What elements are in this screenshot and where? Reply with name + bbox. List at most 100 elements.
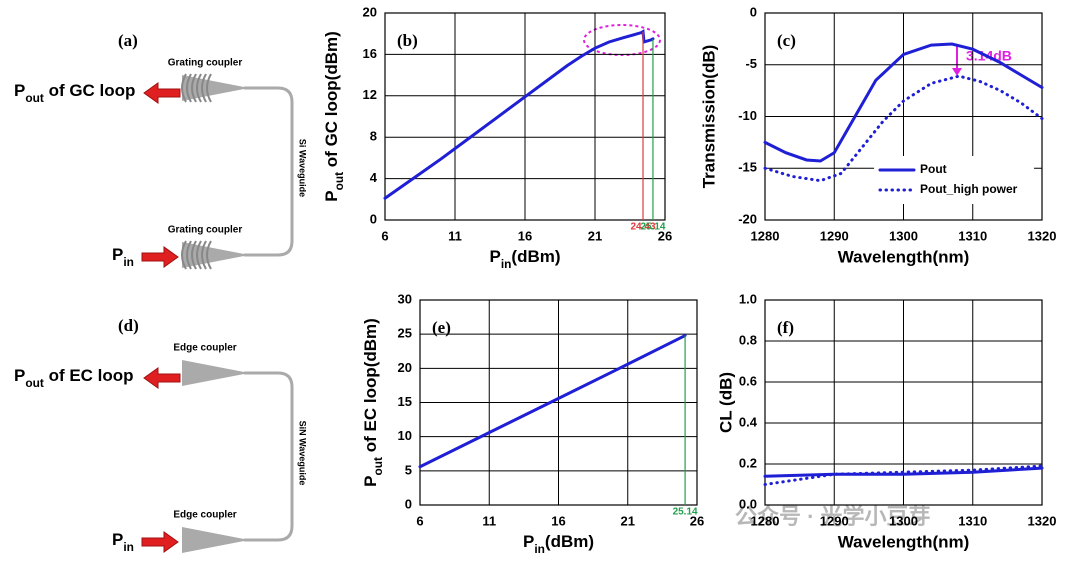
red-arrow [143,367,181,389]
output-label-part: out [25,91,44,105]
panel-label: (f) [777,318,794,337]
data-line [383,29,655,200]
y-tick-label: 4 [370,170,378,185]
marker-label: 25.14 [640,222,665,233]
x-tick-label: 6 [416,513,423,528]
y-tick-label: -15 [738,160,757,175]
y-tick-label: 0 [370,211,377,226]
output-label-part: P [14,81,25,100]
x-axis-label: Wavelength(nm) [838,247,970,266]
y-tick-label: 20 [398,360,412,375]
annotation-arrowhead [952,68,962,76]
x-axis-label-part: (dBm) [511,247,560,266]
input-label: Pin [112,245,134,269]
x-axis-label-part: in [501,257,512,271]
x-axis-label-part: in [534,542,545,556]
y-tick-label: 0.8 [739,332,757,347]
waveguide-label: SiN Waveguide [298,421,308,486]
y-tick-label: 0 [405,496,412,511]
y-axis-label-part: out [332,172,346,191]
x-tick-label: 1280 [751,513,780,528]
red-arrow [141,246,179,268]
y-axis-label: CL (dB) [716,372,735,433]
red-arrow [141,531,179,553]
x-axis-label-part: P [489,247,500,266]
y-tick-label: -5 [745,56,757,71]
y-tick-label: -20 [738,211,757,226]
coupler [182,527,244,553]
coupler [182,360,244,386]
waveguide-label: Si Waveguide [298,139,308,197]
x-tick-label: 21 [621,513,635,528]
y-axis-label-part: of EC loop(dBm) [361,318,380,457]
grating-arc [201,73,207,103]
grating-arc [201,240,207,270]
input-label-part: in [123,255,134,269]
legend-label: Pout [920,162,947,176]
x-tick-label: 6 [381,228,388,243]
y-tick-label: 0 [750,4,757,19]
marker-label: 25.14 [673,507,698,518]
x-tick-label: 21 [588,228,602,243]
grating-arc [206,73,212,103]
x-tick-label: 1290 [820,513,849,528]
input-label-part: in [123,540,134,554]
input-label-part: P [112,245,123,264]
coupler-label: Edge coupler [173,510,236,521]
y-tick-label: 0.4 [739,414,758,429]
y-tick-label: 0.2 [739,455,757,470]
red-arrow [143,82,181,104]
x-tick-label: 1280 [751,228,780,243]
x-tick-label: 1320 [1028,228,1057,243]
data-line [763,42,1044,163]
x-axis-label: Wavelength(nm) [838,532,970,551]
y-tick-label: 0.6 [739,373,757,388]
grating-arc [206,240,212,270]
y-tick-label: 12 [363,87,377,102]
grating-arc [196,240,202,270]
plot-frame [384,12,666,221]
data-line [763,74,1044,183]
plot-frame [419,299,698,506]
grating-arc [186,240,192,270]
panel-label: (c) [777,31,796,50]
y-axis-label: Pout of GC loop(dBm) [322,31,346,202]
y-axis-label-part: P [361,475,380,486]
y-axis-label-part: of GC loop(dBm) [322,31,341,172]
x-axis-label-part: P [523,532,534,551]
output-label-part: out [25,376,44,390]
output-label: Pout of EC loop [14,366,134,390]
x-tick-label: 1300 [889,513,918,528]
y-tick-label: 16 [363,46,377,61]
x-tick-label: 16 [518,228,532,243]
grating-arc [186,73,192,103]
y-tick-label: 20 [363,4,377,19]
panel-label: (d) [118,316,139,335]
x-tick-label: 11 [482,513,496,528]
x-tick-label: 1300 [889,228,918,243]
y-tick-label: 8 [370,129,377,144]
y-axis-label-part: P [322,190,341,201]
grating-arc [191,73,197,103]
watermark: 公众号 · 光学小豆芽 [735,504,931,529]
y-tick-label: 15 [398,394,412,409]
x-tick-label: 11 [448,228,462,243]
waveguide [244,371,294,542]
grating-arc [196,73,202,103]
output-label-part: of EC loop [44,366,134,385]
highlight-ellipse [583,24,661,56]
panel-label: (b) [397,31,418,50]
data-line [763,466,1044,478]
x-tick-label: 1320 [1028,513,1057,528]
x-tick-label: 1310 [958,228,987,243]
x-axis-label: Pin(dBm) [523,532,594,556]
panel-label: (a) [118,31,138,50]
data-line [763,464,1044,486]
legend-label: Pout_high power [920,182,1018,196]
output-label-part: of GC loop [44,81,136,100]
grating-arc [181,240,187,270]
coupler-label: Grating coupler [168,58,243,69]
y-tick-label: 5 [405,462,412,477]
grating-arc [191,240,197,270]
